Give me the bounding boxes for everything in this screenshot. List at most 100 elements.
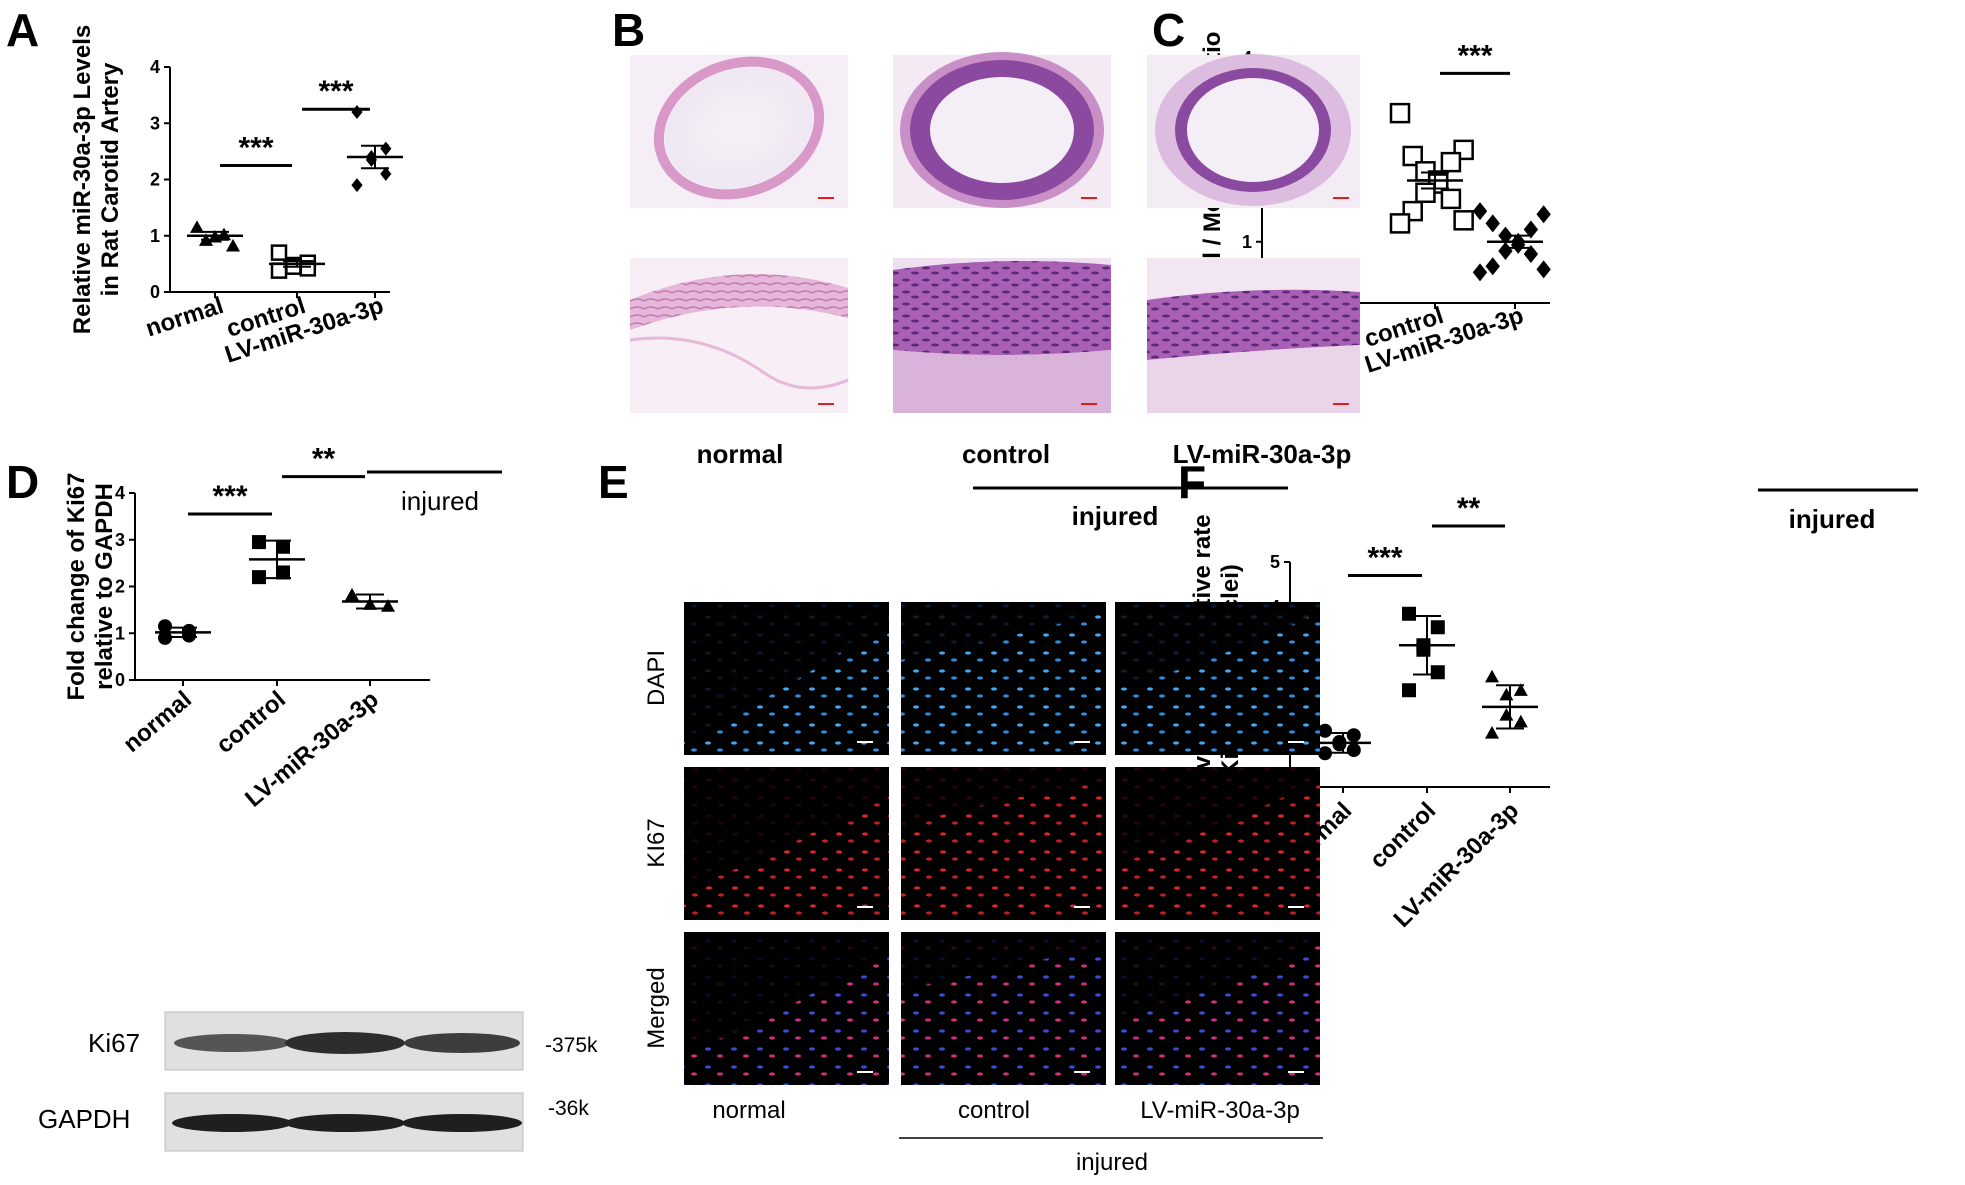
data-point — [1472, 202, 1488, 221]
fluor-row-dapi: DAPI — [643, 650, 670, 706]
data-point — [276, 539, 290, 554]
histology-grid — [629, 52, 1360, 413]
data-point — [345, 587, 359, 601]
data-point — [252, 570, 266, 585]
significance-label: *** — [1457, 39, 1492, 72]
data-point — [190, 220, 204, 233]
histology-lv-high — [1147, 258, 1360, 413]
chart-d: 0 1 2 3 4 Fold change of Ki67 relative to GAPD… — [63, 443, 430, 813]
y-tick-label: 1 — [115, 623, 125, 643]
y-axis-label: relative to GAPDH — [91, 483, 118, 690]
panel-label-d: D — [6, 456, 39, 508]
blot-label-gapdh: GAPDH — [38, 1104, 130, 1134]
y-tick-label: 3 — [150, 113, 160, 133]
histology-normal-low — [630, 55, 848, 208]
data-point — [217, 227, 231, 241]
fluor-col-control: control — [958, 1097, 1030, 1124]
data-point — [1318, 723, 1332, 738]
data-point — [380, 166, 392, 181]
y-tick-label: 1 — [150, 226, 160, 246]
fluor-col-lv: LV-miR-30a-3p — [1140, 1097, 1300, 1124]
panel-label-e: E — [598, 456, 629, 508]
data-point — [1332, 737, 1347, 752]
panel-label-f: F — [1178, 456, 1206, 508]
data-point — [276, 565, 290, 580]
fluorescence-grid — [684, 602, 1320, 1085]
significance-label: *** — [212, 480, 247, 513]
data-point — [1472, 263, 1488, 282]
data-point — [1498, 241, 1513, 260]
histology-control-high — [893, 258, 1111, 413]
blot-label-ki67: Ki67 — [88, 1028, 140, 1058]
significance-label: *** — [318, 75, 353, 108]
x-category-label: control — [1365, 797, 1442, 874]
data-point — [1523, 245, 1539, 263]
injured-label-c: injured — [1789, 504, 1876, 534]
injured-label-b: injured — [1072, 501, 1159, 531]
data-point — [1402, 606, 1416, 621]
fluor-col-normal: normal — [712, 1097, 785, 1124]
blot-size-ki67: -375k — [545, 1034, 598, 1057]
histology-col-normal: normal — [697, 439, 784, 469]
data-point — [1485, 214, 1500, 233]
fluor-row-ki67: KI67 — [643, 818, 670, 867]
significance-label: *** — [1367, 542, 1402, 575]
data-point — [380, 141, 392, 156]
data-point — [381, 599, 395, 612]
panel-label-a: A — [6, 4, 39, 56]
blot-size-gapdh: -36k — [548, 1097, 589, 1120]
histology-control-low — [893, 52, 1111, 208]
western-blot — [164, 1011, 524, 1152]
histology-col-control: control — [962, 439, 1050, 469]
histology-lv-low — [1147, 54, 1360, 208]
chart-a: 0 1 2 3 4 Relative miR-30a-3p Levels in Rat Ca… — [69, 25, 403, 369]
data-point — [1536, 205, 1551, 224]
y-tick-label: 5 — [1270, 552, 1280, 572]
y-axis-label: in Rat Carotid Artery — [97, 62, 124, 296]
panel-label-b: B — [612, 4, 645, 56]
x-category-label: normal — [118, 686, 197, 758]
y-tick-label: 4 — [150, 57, 160, 77]
data-point — [226, 238, 240, 252]
y-tick-label: 4 — [115, 483, 125, 503]
injured-label-e: injured — [1076, 1149, 1148, 1176]
data-point — [158, 619, 172, 634]
data-point — [1536, 260, 1551, 279]
y-axis-label: Relative miR-30a-3p Levels — [69, 25, 96, 334]
fluor-row-merged: Merged — [643, 967, 670, 1048]
data-point — [1513, 683, 1528, 696]
data-point — [1440, 151, 1462, 173]
data-point — [270, 244, 288, 261]
data-point — [1510, 235, 1526, 254]
data-point — [1346, 728, 1361, 743]
y-tick-label: 2 — [150, 170, 160, 190]
significance-label: ** — [312, 443, 336, 476]
y-tick-label: 0 — [150, 282, 160, 302]
significance-label: ** — [1457, 492, 1481, 525]
data-point — [158, 630, 172, 645]
data-point — [1318, 746, 1332, 761]
data-point — [1430, 620, 1445, 635]
data-point — [1499, 708, 1514, 721]
data-point — [1402, 683, 1416, 698]
data-point — [1389, 213, 1411, 234]
data-point — [1430, 665, 1445, 680]
data-point — [351, 178, 363, 193]
panel-label-c: C — [1152, 4, 1185, 56]
y-tick-label: 0 — [115, 670, 125, 690]
data-point — [182, 628, 196, 643]
y-tick-label: 2 — [115, 577, 125, 597]
data-point — [1402, 145, 1423, 167]
data-point — [1485, 669, 1499, 683]
y-axis-label: Fold change of Ki67 — [63, 472, 90, 700]
data-point — [1523, 220, 1539, 239]
y-tick-label: 3 — [115, 530, 125, 550]
x-category-label: control — [211, 686, 291, 759]
data-point — [1415, 182, 1436, 203]
histology-col-lv: LV-miR-30a-3p — [1173, 439, 1352, 469]
y-tick-label: 1 — [1242, 232, 1252, 252]
data-point — [1485, 257, 1500, 276]
data-point — [1440, 188, 1462, 210]
data-point — [1389, 102, 1411, 124]
